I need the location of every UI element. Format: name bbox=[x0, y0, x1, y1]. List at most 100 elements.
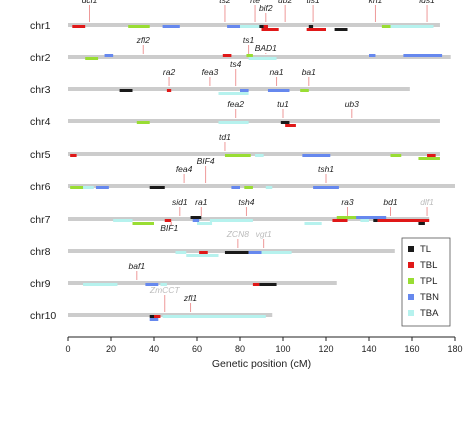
qtl-tl-segment bbox=[334, 28, 348, 31]
qtl-tba-segment bbox=[265, 186, 273, 189]
legend-label: TBL bbox=[420, 260, 437, 271]
qtl-tbn-segment bbox=[104, 54, 114, 57]
qtl-tba-segment bbox=[255, 154, 264, 157]
qtl-tba-segment bbox=[113, 219, 133, 222]
qtl-tpl-segment bbox=[128, 25, 150, 28]
chromosome-label: chr2 bbox=[30, 52, 51, 64]
chromosome-label: chr9 bbox=[30, 278, 51, 290]
x-axis: 0 20 40 60 80 100 120 140 160 180 bbox=[65, 336, 463, 354]
chromosome-bar bbox=[68, 87, 410, 91]
qtl-tbl-segment bbox=[199, 251, 208, 254]
gene-label: td1 bbox=[219, 132, 231, 142]
gene-label: ZCN8 bbox=[226, 229, 249, 239]
qtl-tbn-segment bbox=[227, 25, 240, 28]
qtl-tpl-segment bbox=[244, 186, 253, 189]
legend-swatch bbox=[408, 294, 414, 300]
qtl-tl-segment bbox=[280, 121, 290, 124]
qtl-tpl-segment bbox=[132, 222, 154, 225]
chromosome-chr5: chr5 td1 bbox=[30, 132, 440, 161]
gene-label: kn1 bbox=[369, 0, 383, 5]
qtl-tl-segment bbox=[119, 89, 133, 92]
qtl-tbn-segment bbox=[313, 186, 339, 189]
qtl-tbl-segment bbox=[377, 219, 430, 222]
qtl-tbn-segment bbox=[192, 219, 200, 222]
gene-label: ub3 bbox=[345, 99, 359, 109]
qtl-tpl-segment bbox=[300, 89, 309, 92]
x-tick-label: 20 bbox=[106, 344, 116, 354]
gene-label: ts4 bbox=[230, 59, 242, 69]
gene-label: bd1 bbox=[383, 197, 397, 207]
qtl-tpl-segment bbox=[85, 57, 99, 60]
qtl-tbl-segment bbox=[285, 124, 296, 127]
qtl-tl-segment bbox=[259, 283, 277, 286]
qtl-tbn-segment bbox=[95, 186, 109, 189]
qtl-tba-segment bbox=[175, 251, 187, 254]
qtl-tl-segment bbox=[190, 216, 202, 219]
legend-label: TPL bbox=[420, 276, 437, 287]
gene-label: ZmCCT bbox=[149, 285, 181, 295]
chromosome-bar bbox=[68, 184, 455, 188]
qtl-tl-segment bbox=[224, 251, 249, 254]
qtl-tbl-segment bbox=[166, 89, 172, 92]
qtl-tbn-segment bbox=[267, 89, 290, 92]
qtl-tbl-segment bbox=[261, 28, 279, 31]
qtl-tl-segment bbox=[308, 25, 314, 28]
qtl-tba-segment bbox=[186, 254, 219, 257]
x-tick-label: 180 bbox=[447, 344, 462, 354]
gene-label: fea3 bbox=[202, 67, 219, 77]
legend-label: TBN bbox=[420, 292, 439, 303]
gene-label: ub2 bbox=[278, 0, 292, 5]
gene-label: BAD1 bbox=[255, 43, 277, 53]
chromosome-label: chr1 bbox=[30, 20, 51, 32]
qtl-tpl-segment bbox=[390, 154, 402, 157]
chromosome-label: chr6 bbox=[30, 181, 51, 193]
qtl-tba-segment bbox=[304, 222, 322, 225]
qtl-tbl-segment bbox=[70, 154, 77, 157]
x-tick-label: 120 bbox=[318, 344, 333, 354]
qtl-tba-segment bbox=[240, 25, 262, 28]
gene-label: bif2 bbox=[259, 3, 273, 13]
gene-label: na1 bbox=[269, 67, 283, 77]
legend-swatch bbox=[408, 246, 414, 252]
qtl-tba-segment bbox=[197, 315, 266, 318]
qtl-tba-segment bbox=[390, 25, 434, 28]
gene-label: ids1 bbox=[419, 0, 435, 5]
x-tick-label: 100 bbox=[275, 344, 290, 354]
gene-label: fea4 bbox=[176, 164, 193, 174]
chromosome-chr9: chr9 baf1 bbox=[30, 261, 337, 290]
gene-label: tu1 bbox=[277, 99, 289, 109]
qtl-tl-segment bbox=[373, 219, 378, 222]
gene-label: zfl2 bbox=[136, 35, 151, 45]
qtl-tpl-segment bbox=[70, 186, 90, 189]
qtl-tba-segment bbox=[160, 283, 167, 286]
x-tick-label: 0 bbox=[65, 344, 70, 354]
chromosome-chr4: chr4 fea2 tu1 ub3 bbox=[30, 99, 440, 128]
qtl-tpl-segment bbox=[418, 157, 440, 160]
qtl-tbn-segment bbox=[149, 318, 159, 321]
legend-label: TBA bbox=[420, 308, 439, 319]
qtl-tbl-segment bbox=[252, 283, 260, 286]
qtl-tba-segment bbox=[218, 92, 249, 95]
qtl-tbl-segment bbox=[263, 25, 268, 28]
gene-label: ra1 bbox=[195, 197, 208, 207]
qtl-tbn-segment bbox=[369, 54, 376, 57]
qtl-tl-segment bbox=[149, 186, 165, 189]
legend: TL TBL TPL TBN TBA bbox=[401, 237, 451, 327]
qtl-tba-segment bbox=[209, 219, 253, 222]
gene-label: dcl1 bbox=[82, 0, 98, 5]
qtl-tbl-segment bbox=[72, 25, 86, 28]
gene-label: ts1 bbox=[243, 35, 255, 45]
x-axis-label: Genetic position (cM) bbox=[212, 358, 311, 370]
gene-label: baf1 bbox=[129, 261, 146, 271]
x-tick-label: 40 bbox=[149, 344, 159, 354]
qtl-tbn-segment bbox=[231, 186, 240, 189]
gene-label: zfl1 bbox=[183, 293, 198, 303]
qtl-tbn-segment bbox=[248, 251, 262, 254]
qtl-tba-segment bbox=[162, 315, 197, 318]
chromosome-chr7: chr7 sid1 ra1 tsh4 ra3 bd1 dlf1 BIF1 bbox=[30, 197, 434, 233]
qtl-tpl-segment bbox=[381, 25, 395, 28]
qtl-tbl-segment bbox=[164, 219, 172, 222]
